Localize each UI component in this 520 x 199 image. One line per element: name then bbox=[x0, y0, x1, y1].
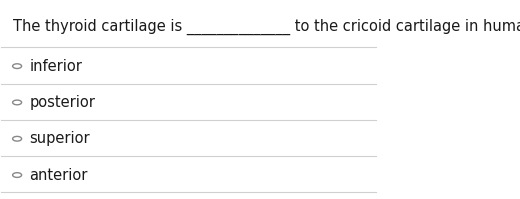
Text: posterior: posterior bbox=[30, 95, 95, 110]
Text: inferior: inferior bbox=[30, 59, 82, 74]
Text: anterior: anterior bbox=[30, 168, 88, 182]
Text: The thyroid cartilage is ______________ to the cricoid cartilage in humans.: The thyroid cartilage is ______________ … bbox=[12, 19, 520, 35]
Text: superior: superior bbox=[30, 131, 90, 146]
